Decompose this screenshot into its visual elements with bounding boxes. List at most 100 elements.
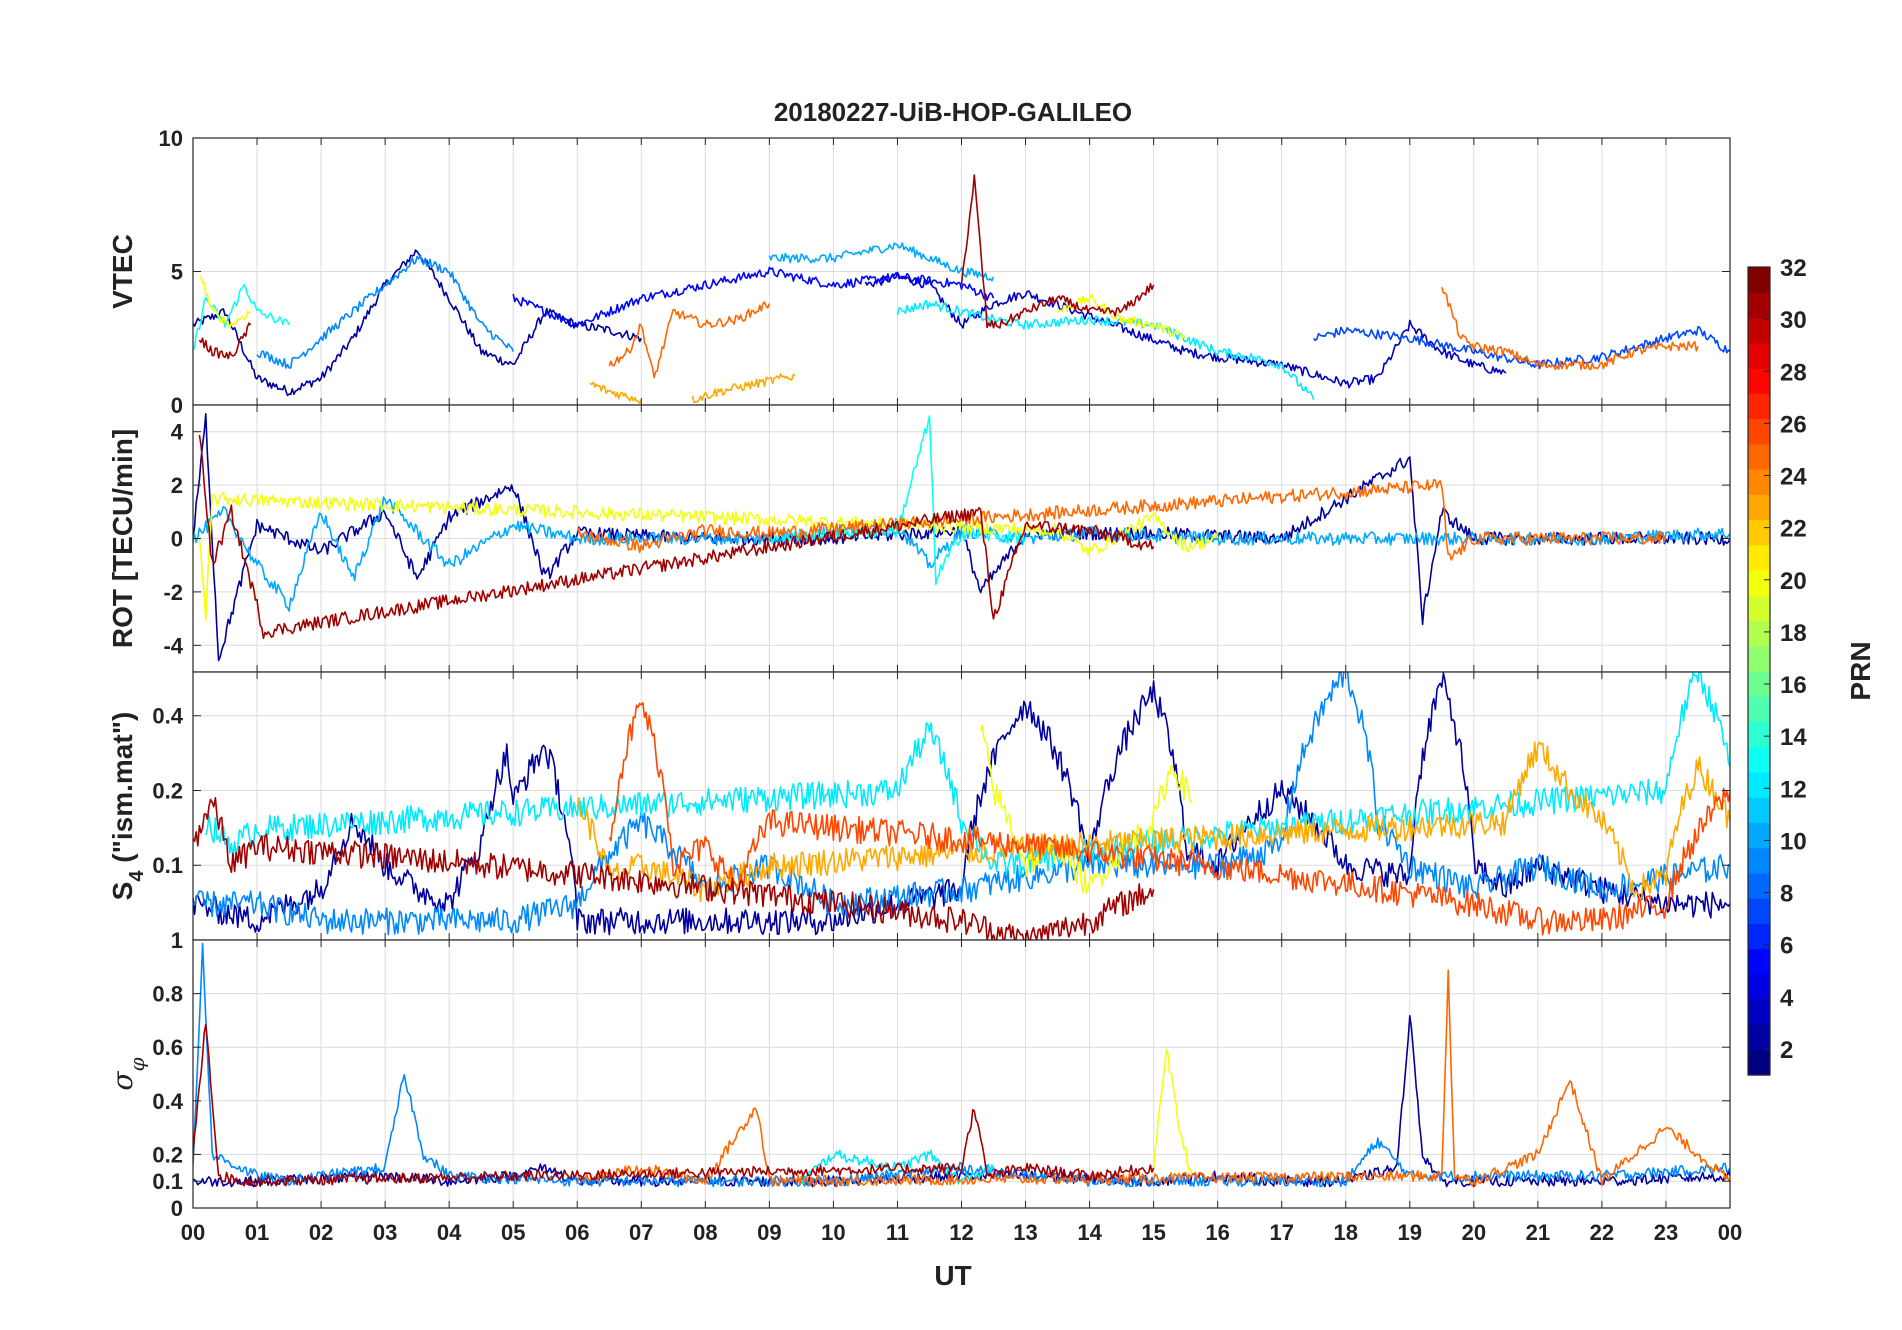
colorbar-tick-label: 16 [1780, 672, 1807, 699]
colorbar-tick-label: 2 [1780, 1037, 1793, 1064]
panel-1: 0 5 10 VTEC [107, 126, 1731, 418]
colorbar-segment [1748, 923, 1770, 950]
x-tick-label: 23 [1654, 1220, 1678, 1245]
colorbar-tick-label: 32 [1780, 255, 1807, 282]
x-tick-label: 00 [1718, 1220, 1742, 1245]
series-line-prn-23 [576, 741, 1730, 903]
colorbar-segment [1748, 544, 1770, 571]
y-tick-label: 0 [171, 1196, 183, 1221]
x-tick-label: 02 [309, 1220, 333, 1245]
y-tick-label: -2 [163, 580, 183, 605]
y-axis-label: σφ [106, 1057, 149, 1090]
colorbar-segment [1748, 267, 1770, 293]
x-tick-label: 12 [949, 1220, 973, 1245]
colorbar-segment [1748, 696, 1770, 723]
x-tick-label: 15 [1141, 1220, 1165, 1245]
series-line-prn-20 [199, 275, 252, 330]
colorbar-tick-label: 4 [1780, 985, 1794, 1012]
y-tick-label: 10 [159, 126, 183, 151]
colorbar-tick-label: 28 [1780, 359, 1807, 386]
y-tick-label: 0.6 [152, 1035, 183, 1060]
colorbar-tick-label: 14 [1780, 724, 1807, 751]
colorbar-segment [1748, 519, 1770, 546]
series-line-prn-31 [960, 174, 1155, 329]
x-axis: 00 01 02 03 04 05 06 07 08 09 10 11 12 13 14 15 16 17 18 19… [181, 1220, 1742, 1245]
series-line-prn-20 [1152, 1049, 1193, 1176]
colorbar-segment [1748, 999, 1770, 1026]
y-tick-label: 0.2 [152, 1142, 183, 1167]
colorbar-tick-label: 8 [1780, 881, 1793, 908]
y-tick-label: 0 [171, 527, 183, 552]
series-group [193, 942, 1730, 1188]
x-tick-label: 08 [693, 1220, 717, 1245]
y-axis-label: ROT [TECU/min] [107, 429, 138, 648]
series-line-prn-3 [864, 271, 1507, 389]
series-line-prn-26 [608, 701, 1730, 936]
series-line-prn-25 [1441, 286, 1699, 371]
y-axis-label: VTEC [107, 234, 138, 309]
colorbar-segment [1748, 671, 1770, 697]
colorbar-segment [1748, 898, 1770, 925]
y-tick-label: 5 [171, 260, 183, 285]
colorbar-segment [1748, 570, 1770, 596]
colorbar-segment [1748, 595, 1770, 622]
x-tick-label: 11 [886, 1220, 909, 1245]
x-tick-label: 14 [1077, 1220, 1102, 1245]
x-tick-label: 22 [1590, 1220, 1614, 1245]
colorbar-segment [1748, 469, 1770, 495]
colorbar-tick-label: 24 [1780, 464, 1807, 491]
series-line-prn-7 [1313, 325, 1730, 370]
colorbar-segment [1748, 494, 1770, 521]
series-line-prn-20 [198, 491, 1219, 622]
series-line-prn-9 [193, 672, 1730, 936]
colorbar-segment [1748, 292, 1770, 319]
colorbar-segment [1748, 746, 1770, 773]
y-tick-label: 0.8 [152, 982, 183, 1007]
colorbar-segment [1748, 645, 1770, 672]
x-tick-label: 07 [629, 1220, 653, 1245]
chart-title: 20180227-UiB-HOP-GALILEO [774, 97, 1132, 127]
colorbar-tick-label: 18 [1780, 620, 1807, 647]
colorbar-tick-label: 26 [1780, 411, 1807, 438]
panel-4: 00.10.2 0.4 0.6 0.8 1 σφ [106, 928, 1731, 1221]
series-line-prn-23 [589, 381, 643, 404]
x-tick-label: 00 [181, 1220, 205, 1245]
colorbar-tick-label: 20 [1780, 568, 1807, 595]
y-tick-label: -4 [163, 633, 183, 658]
series-line-prn-25 [576, 478, 1667, 561]
series-line-prn-31 [193, 796, 1155, 940]
colorbar-segment [1748, 721, 1770, 748]
x-tick-label: 18 [1334, 1220, 1358, 1245]
x-tick-label: 21 [1526, 1220, 1550, 1245]
colorbar-segment [1748, 443, 1770, 470]
x-tick-label: 01 [245, 1220, 269, 1245]
panel-3: 0.1 0.2 0.4S4 ("ism.mat") [107, 671, 1731, 941]
series-line-prn-23 [691, 373, 796, 404]
colorbar-segment [1748, 418, 1770, 445]
x-tick-label: 19 [1398, 1220, 1422, 1245]
y-tick-label: 4 [171, 420, 184, 445]
x-tick-label: 09 [757, 1220, 781, 1245]
colorbar-segment [1748, 620, 1770, 647]
colorbar-tick-label: 12 [1780, 776, 1807, 803]
x-tick-label: 20 [1462, 1220, 1486, 1245]
x-tick-label: 06 [565, 1220, 589, 1245]
colorbar-segment [1748, 393, 1770, 420]
colorbar-segment [1748, 797, 1770, 824]
colorbar-tick-label: 10 [1780, 828, 1807, 855]
x-tick-label: 04 [437, 1220, 462, 1245]
x-tick-label: 17 [1269, 1220, 1293, 1245]
series-line-prn-9 [193, 942, 1730, 1188]
colorbar-frame [1747, 266, 1771, 1076]
series-group [193, 412, 1730, 662]
y-axis-label: S4 ("ism.mat") [107, 712, 148, 901]
colorbar-segment [1748, 1049, 1770, 1076]
x-axis-label: UT [934, 1260, 971, 1291]
panel-2: -4 -2 0 2 4 ROT [TECU/min] [107, 404, 1731, 673]
x-tick-label: 10 [821, 1220, 845, 1245]
x-tick-label: 05 [501, 1220, 525, 1245]
colorbar-segment [1748, 1024, 1770, 1051]
series-line-prn-31 [198, 322, 252, 360]
